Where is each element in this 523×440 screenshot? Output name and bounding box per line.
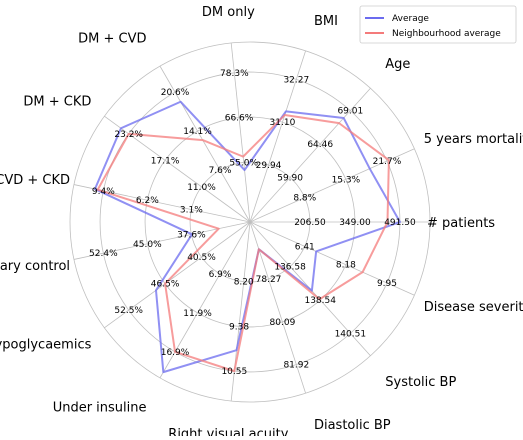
axis-label-age: Age: [385, 57, 410, 72]
tick-label-patients-3: 491.50: [384, 218, 416, 228]
tick-label-bmi-1: 29.94: [256, 161, 282, 171]
tick-label-dm-ckd-2: 17.1%: [151, 156, 180, 166]
axis-label-dietary-control: Dietary control: [0, 259, 70, 274]
tick-label-age-3: 69.01: [337, 107, 363, 117]
tick-label-under-insuline-1: 6.9%: [209, 270, 232, 280]
legend-label-average: Average: [392, 14, 429, 24]
tick-label-under-oral-hypoglycaemics-3: 52.5%: [114, 306, 143, 316]
tick-label-dm-cvd-ckd-3: 9.4%: [92, 187, 115, 197]
axis-label-5-years-mortality: 5 years mortality: [424, 132, 523, 147]
tick-label-dm-cvd-ckd-1: 3.1%: [180, 206, 203, 216]
tick-label-dietary-control-1: 37.6%: [177, 230, 206, 240]
tick-label-under-oral-hypoglycaemics-1: 40.5%: [187, 253, 216, 263]
tick-label-dm-only-1: 55.0%: [229, 158, 258, 168]
axis-label-right-visual-acuity: Right visual acuity: [168, 427, 288, 436]
radar-grid: [70, 42, 430, 402]
tick-label-diastolic-bp-2: 80.09: [270, 318, 296, 328]
tick-label-dietary-control-3: 52.4%: [89, 249, 118, 259]
axis-label-systolic-bp: Systolic BP: [385, 375, 456, 390]
legend-label-neighbourhood: Neighbourhood average: [392, 29, 501, 39]
axis-label-dm-ckd: DM + CKD: [23, 94, 91, 109]
tick-label-bmi-3: 32.27: [283, 75, 309, 85]
tick-label-under-insuline-2: 11.9%: [183, 309, 212, 319]
tick-label-disease-severity-3: 9.95: [377, 279, 397, 289]
tick-label-dm-cvd-2: 14.1%: [183, 127, 212, 137]
tick-label-disease-severity-1: 6.41: [295, 242, 315, 252]
tick-label-dm-ckd-3: 23.2%: [114, 130, 143, 140]
axis-label-dm-cvd: DM + CVD: [78, 32, 146, 47]
tick-label-right-visual-acuity-1: 8.20: [234, 278, 254, 288]
tick-label-patients-1: 206.50: [294, 218, 326, 228]
legend: Average Neighbourhood average: [360, 6, 516, 43]
tick-label-age-2: 64.46: [307, 140, 333, 150]
tick-label-diastolic-bp-1: 78.27: [256, 275, 282, 285]
tick-label-under-oral-hypoglycaemics-2: 46.5%: [151, 280, 180, 290]
tick-label-systolic-bp-2: 138.54: [304, 296, 336, 306]
axis-label-under-insuline: Under insuline: [53, 400, 147, 415]
tick-label-diastolic-bp-3: 81.92: [283, 361, 309, 371]
tick-label-dm-cvd-1: 7.6%: [209, 166, 232, 176]
tick-label-systolic-bp-1: 136.58: [274, 263, 306, 273]
tick-label-age-1: 59.90: [277, 173, 303, 183]
tick-label-systolic-bp-3: 140.51: [335, 329, 367, 339]
tick-label-disease-severity-2: 8.18: [336, 261, 356, 271]
axis-label-patients: # patients: [427, 216, 495, 231]
tick-label-dm-ckd-1: 11.0%: [187, 183, 216, 193]
tick-label-5-years-mortality-1: 8.8%: [293, 194, 316, 204]
axis-label-under-oral-hypoglycaemics: Under oral hypoglycaemics: [0, 338, 92, 353]
tick-label-5-years-mortality-2: 15.3%: [332, 175, 361, 185]
tick-label-under-insuline-3: 16.9%: [161, 348, 190, 358]
axis-label-bmi: BMI: [314, 14, 338, 29]
tick-label-dm-only-3: 78.3%: [220, 69, 249, 79]
axis-label-dm-cvd-ckd: DM + CVD + CKD: [0, 173, 70, 188]
tick-label-dm-cvd-3: 20.6%: [161, 88, 190, 98]
axis-label-disease-severity: Disease severity: [424, 300, 523, 315]
tick-label-right-visual-acuity-2: 9.38: [229, 322, 249, 332]
axis-label-diastolic-bp: Diastolic BP: [314, 418, 391, 433]
tick-label-dietary-control-2: 45.0%: [133, 240, 162, 250]
tick-label-dm-only-2: 66.6%: [225, 114, 254, 124]
tick-label-right-visual-acuity-3: 10.55: [221, 367, 247, 377]
tick-label-bmi-2: 31.10: [270, 118, 296, 128]
tick-label-5-years-mortality-3: 21.7%: [373, 157, 402, 167]
tick-label-dm-cvd-ckd-2: 6.2%: [136, 196, 159, 206]
axis-label-dm-only: DM only: [202, 5, 255, 20]
tick-label-patients-2: 349.00: [339, 218, 371, 228]
